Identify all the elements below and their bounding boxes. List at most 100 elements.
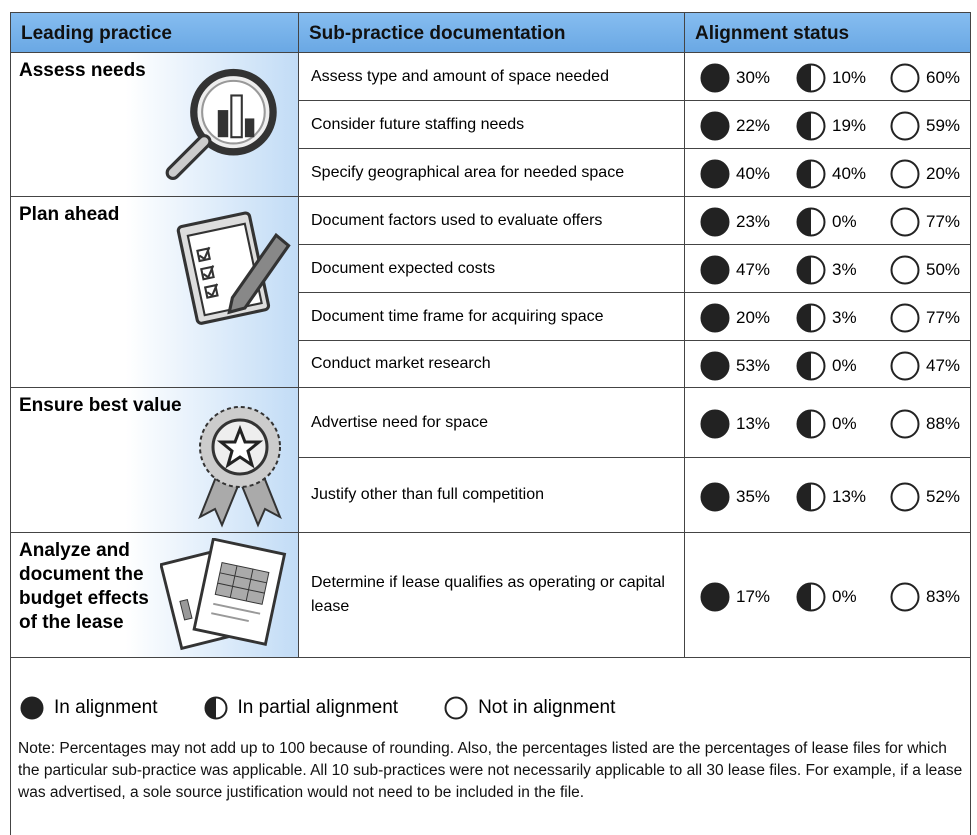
status-symbol	[890, 63, 920, 93]
status-symbol	[700, 111, 730, 141]
status-percent: 52%	[926, 486, 961, 506]
status-symbol	[890, 207, 920, 237]
status-cell: 40% 40% 20%	[684, 148, 971, 197]
practice-label: Analyze and document the budget effects …	[19, 540, 149, 633]
status-percent: 83%	[926, 586, 961, 606]
legend: In alignment In partial alignment Not in a…	[20, 696, 615, 720]
legend-label: Not in alignment	[478, 697, 616, 718]
status-symbol	[890, 255, 920, 285]
status-symbol	[444, 696, 468, 720]
status-symbol	[890, 482, 920, 511]
status-percent: 40%	[736, 164, 771, 183]
status-symbol	[700, 482, 730, 511]
status-item: 52%	[890, 482, 960, 512]
status-symbol	[700, 582, 730, 611]
status-symbol	[700, 409, 730, 439]
status-percent: 20%	[736, 308, 771, 327]
status-symbol	[700, 63, 730, 93]
status-item: 13%	[700, 409, 770, 439]
status-percent: 47%	[736, 260, 771, 279]
status-item: 13%	[796, 482, 866, 512]
status-percent: 0%	[832, 212, 857, 231]
status-symbol	[700, 255, 730, 285]
note: Note: Percentages may not add up to 100 …	[18, 740, 963, 801]
status-item: 77%	[890, 207, 960, 237]
status-percent: 10%	[832, 68, 867, 87]
status-symbol	[796, 207, 826, 237]
status-cell: 13% 0% 88%	[684, 387, 971, 458]
status-symbol	[890, 303, 920, 333]
status-percent: 35%	[736, 486, 771, 506]
status-symbol	[890, 351, 920, 380]
status-percent: 17%	[736, 586, 771, 606]
status-cell: 53% 0% 47%	[684, 340, 971, 388]
legend-item: In alignment	[20, 696, 158, 720]
status-symbol	[700, 159, 730, 189]
status-cell: 22% 19% 59%	[684, 100, 971, 149]
status-item: 0%	[796, 409, 857, 439]
practice-icon	[165, 68, 277, 180]
status-item: 83%	[890, 582, 960, 612]
status-cell: 17% 0% 83%	[684, 532, 971, 658]
legend-box	[10, 657, 971, 835]
status-cell: 47% 3% 50%	[684, 244, 971, 293]
practice-icon	[176, 211, 291, 325]
status-item: 53%	[700, 351, 770, 381]
status-percent: 60%	[926, 68, 961, 87]
status-item: 17%	[700, 582, 770, 612]
status-percent: 47%	[926, 355, 961, 375]
legend-label: In alignment	[54, 697, 158, 718]
status-symbol	[890, 409, 920, 439]
status-symbol	[796, 255, 826, 285]
status-symbol	[796, 582, 826, 611]
status-symbol	[700, 303, 730, 333]
status-item: 40%	[700, 159, 770, 189]
sub-practice: Document time frame for acquiring space	[298, 292, 685, 341]
status-item: 60%	[890, 63, 960, 93]
status-item: 3%	[796, 303, 857, 333]
status-percent: 50%	[926, 260, 961, 279]
status-item: 35%	[700, 482, 770, 512]
status-percent: 30%	[736, 68, 771, 87]
status-percent: 20%	[926, 164, 961, 183]
legend-item: In partial alignment	[204, 696, 399, 720]
status-item: 40%	[796, 159, 866, 189]
status-item: 20%	[700, 303, 770, 333]
status-percent: 88%	[926, 414, 961, 433]
status-percent: 13%	[832, 486, 867, 506]
sub-practice: Specify geographical area for needed spa…	[298, 148, 685, 197]
status-item: 19%	[796, 111, 866, 141]
practice-label: Ensure best value	[19, 395, 182, 416]
column-header: Alignment status	[684, 12, 971, 53]
sub-practice: Consider future staffing needs	[298, 100, 685, 149]
status-cell: 35% 13% 52%	[684, 457, 971, 533]
status-percent: 0%	[832, 586, 857, 606]
status-symbol	[890, 159, 920, 189]
status-percent: 53%	[736, 355, 771, 375]
sub-practice: Advertise need for space	[298, 387, 685, 458]
status-percent: 23%	[736, 212, 771, 231]
status-percent: 3%	[832, 308, 857, 327]
legend-item: Not in alignment	[444, 696, 615, 720]
status-item: 0%	[796, 351, 857, 381]
column-header: Sub-practice documentation	[298, 12, 685, 53]
status-symbol	[204, 696, 228, 720]
status-item: 88%	[890, 409, 960, 439]
status-cell: 30% 10% 60%	[684, 52, 971, 101]
legend-label: In partial alignment	[237, 697, 399, 718]
status-percent: 0%	[832, 414, 857, 433]
status-symbol	[890, 111, 920, 141]
status-symbol	[796, 303, 826, 333]
status-percent: 77%	[926, 212, 961, 231]
sub-practice: Justify other than full competition	[298, 457, 685, 533]
status-percent: 13%	[736, 414, 771, 433]
status-symbol	[796, 159, 826, 189]
status-percent: 3%	[832, 260, 857, 279]
status-percent: 19%	[832, 116, 867, 135]
column-header: Leading practice	[10, 12, 299, 53]
status-item: 10%	[796, 63, 866, 93]
sub-practice: Conduct market research	[298, 340, 685, 388]
practice-icon	[198, 406, 282, 528]
status-percent: 59%	[926, 116, 961, 135]
